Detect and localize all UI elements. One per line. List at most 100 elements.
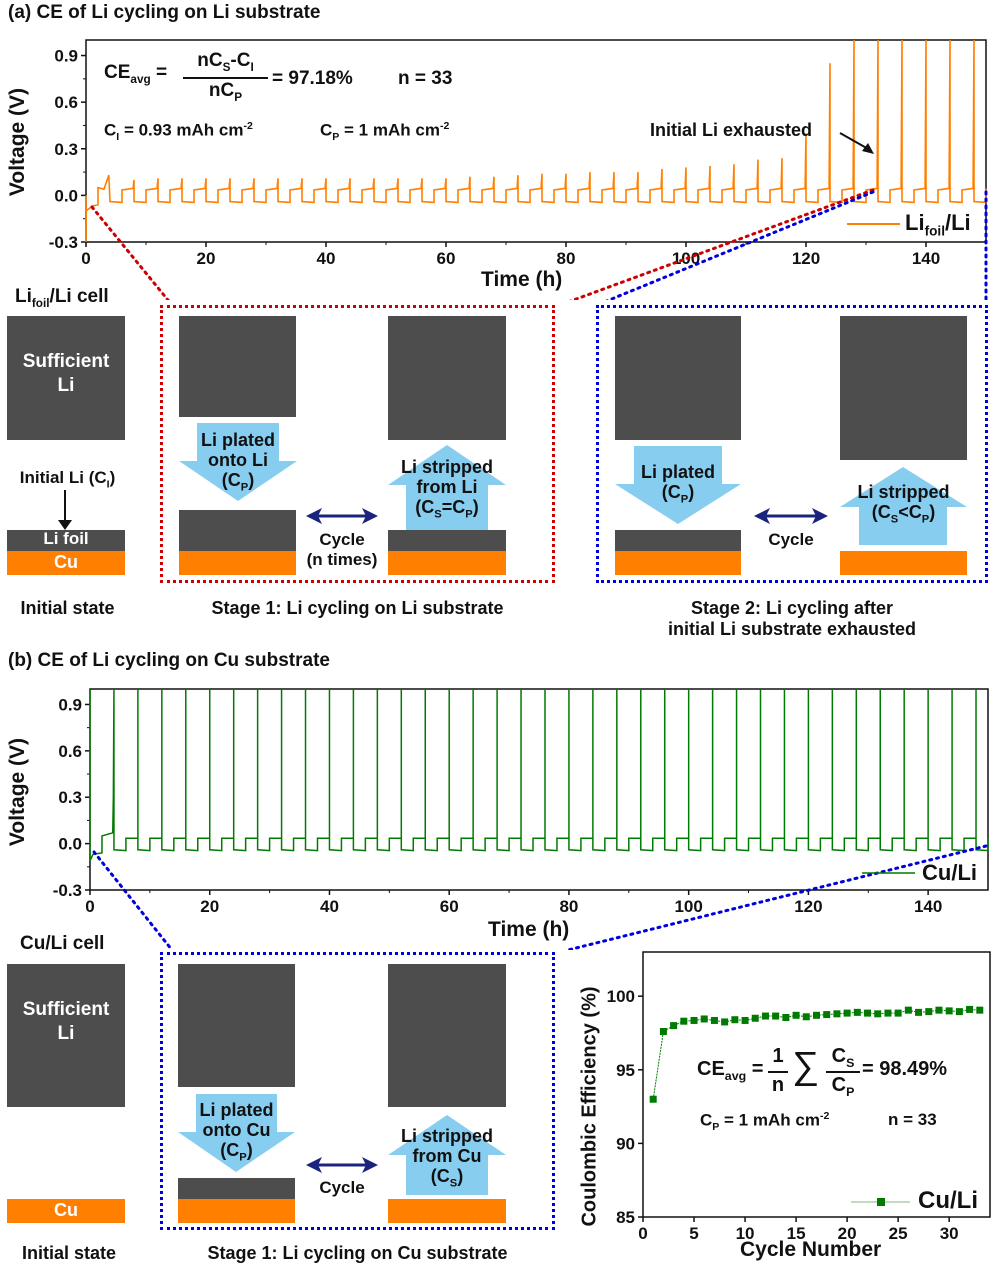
- ce-formula-one: 1: [772, 1045, 784, 1067]
- li-foil-label: Li foil: [43, 529, 89, 548]
- y-tick-label: -0.3: [53, 881, 82, 900]
- cycle-label-b: Cycle: [319, 1178, 365, 1197]
- initial-state-caption-b: Initial state: [21, 1243, 117, 1263]
- plating-text-b: Li plated onto Cu (CP): [199, 1100, 274, 1164]
- x-tick-label: 0: [81, 249, 90, 268]
- formula-a-denominator: nCP: [208, 80, 243, 104]
- stripping-text-b: Li stripped from Cu (CS): [400, 1126, 493, 1190]
- cu-label-a: Cu: [54, 552, 78, 572]
- ce-formula-n: n: [771, 1074, 785, 1096]
- x-tick-label: 60: [437, 249, 456, 268]
- ce-data-point: [823, 1011, 831, 1019]
- stage1-b-caption: Stage 1: Li cycling on Cu substrate: [207, 1243, 508, 1263]
- y-tick-label: 0.3: [54, 140, 78, 159]
- zoom-connector-red-2: [569, 188, 875, 300]
- cycle-label-a1: Cycle (n times): [306, 530, 378, 569]
- stage2-a-frame: [596, 305, 988, 583]
- ce-formula-result: = 98.49%: [862, 1058, 948, 1080]
- ce-data-point: [741, 1016, 749, 1024]
- ce-data-point: [833, 1010, 841, 1018]
- ce-y-tick-label: 95: [616, 1061, 635, 1080]
- stage1-a-cu-right: [388, 551, 506, 575]
- stripping-text-a2: Li stripped (CS<CP): [857, 482, 950, 526]
- y-axis-label-b: Voltage (V): [6, 737, 29, 847]
- ce-data-point: [802, 1013, 810, 1021]
- voltage-chart-b: 0 20 40 60 80 100 120 140 -0.3 0.0 0.3 0.6 0.9: [53, 688, 989, 950]
- x-tick-label: 40: [320, 897, 339, 916]
- zoom-connector-blue-b2: [566, 844, 988, 950]
- stage2-top-li-right: [840, 316, 967, 460]
- chart-b-axes: [89, 688, 989, 891]
- formula-ce-avg-a: CEavg =: [104, 62, 168, 86]
- ce-formula-num: CS: [831, 1045, 855, 1070]
- annotation-arrowhead: [862, 143, 874, 154]
- y-tick-label: 0.3: [58, 788, 82, 807]
- ce-formula-den: CP: [831, 1074, 855, 1099]
- legend-ce-label: Cu/Li: [918, 1187, 978, 1214]
- plating-text-a1: Li plated onto Li (CP): [200, 430, 275, 494]
- x-axis-label-a: Time (h): [481, 268, 563, 291]
- sufficient-li-label-a: Sufficient Li: [22, 351, 110, 396]
- ce-data-point: [761, 1012, 769, 1020]
- ce-data-point: [915, 1008, 923, 1016]
- stage1-b-cu-right: [388, 1199, 506, 1223]
- ce-data-point: [884, 1009, 892, 1017]
- y-tick-label: 0.9: [54, 47, 78, 66]
- y-tick-label: 0.0: [58, 835, 82, 854]
- cycle-double-arrow-icon-b: [306, 1157, 378, 1173]
- ce-formula-sigma: ∑: [792, 1045, 820, 1087]
- x-tick-label: 100: [674, 897, 702, 916]
- ce-x-tick-label: 5: [689, 1224, 698, 1243]
- ce-data-point: [864, 1009, 872, 1017]
- sufficient-li-block-b: [7, 964, 125, 1107]
- stage1-b-plated-li-left: [178, 1178, 295, 1199]
- stage2-caption: Stage 2: Li cycling after initial Li subs…: [667, 598, 917, 639]
- ce-x-axis-label: Cycle Number: [740, 1238, 882, 1261]
- x-tick-label: 0: [85, 897, 94, 916]
- down-arrow-icon: [58, 490, 72, 530]
- plot-frame: [89, 688, 989, 891]
- ce-data-point: [782, 1014, 790, 1022]
- stage1-b-top-li-right: [388, 964, 506, 1107]
- li-foil-block: [7, 530, 125, 551]
- cell-label-b: Cu/Li cell: [20, 933, 105, 954]
- x-tick-label: 40: [317, 249, 336, 268]
- stripping-arrow-icon-b: [388, 1115, 506, 1195]
- ce-data-point: [874, 1010, 882, 1018]
- zoom-connector-blue-1: [605, 190, 875, 300]
- panel-a-title: (a) CE of Li cycling on Li substrate: [8, 2, 321, 23]
- ce-data-point: [680, 1017, 688, 1025]
- ce-data-point: [710, 1016, 718, 1024]
- stage1-a-caption: Stage 1: Li cycling on Li substrate: [211, 598, 504, 618]
- ce-x-tick-label: 30: [940, 1224, 959, 1243]
- y-axis-label-a: Voltage (V): [6, 87, 29, 197]
- ce-data-point: [690, 1016, 698, 1024]
- ce-formula-bar2: [826, 1071, 860, 1073]
- ce-x-tick-label: 25: [889, 1224, 908, 1243]
- initial-li-label: Initial Li (CI): [19, 468, 116, 491]
- x-axis-label-b: Time (h): [488, 918, 570, 941]
- stripping-arrow-icon-a1: [388, 445, 506, 533]
- x-tick-label: 120: [792, 249, 820, 268]
- y-tick-label: -0.3: [49, 233, 78, 252]
- cp-value-a: CP = 1 mAh cm-2: [320, 120, 450, 144]
- stage2-cu-left: [615, 551, 741, 575]
- plot-frame: [85, 39, 987, 243]
- ce-data-point: [955, 1008, 963, 1016]
- sufficient-li-block-a: [7, 316, 125, 440]
- y-tick-label: 0.6: [54, 93, 78, 112]
- ce-data-point: [966, 1005, 974, 1013]
- cycle-double-arrow-icon-a1: [306, 508, 378, 524]
- formula-a-fraction-bar: [183, 77, 268, 79]
- x-tick-label: 80: [559, 897, 578, 916]
- zoom-connector-red-1: [90, 205, 170, 300]
- ce-data-point: [976, 1006, 984, 1014]
- plating-text-a2: Li plated (CP): [640, 462, 715, 506]
- formula-a-n: n = 33: [398, 68, 453, 89]
- zoom-connector-blue-b1: [92, 850, 174, 950]
- ce-data-point: [700, 1015, 708, 1023]
- chart-a-series-li-foil: [85, 39, 987, 243]
- ce-data-point: [894, 1009, 902, 1017]
- ce-data-point: [945, 1007, 953, 1015]
